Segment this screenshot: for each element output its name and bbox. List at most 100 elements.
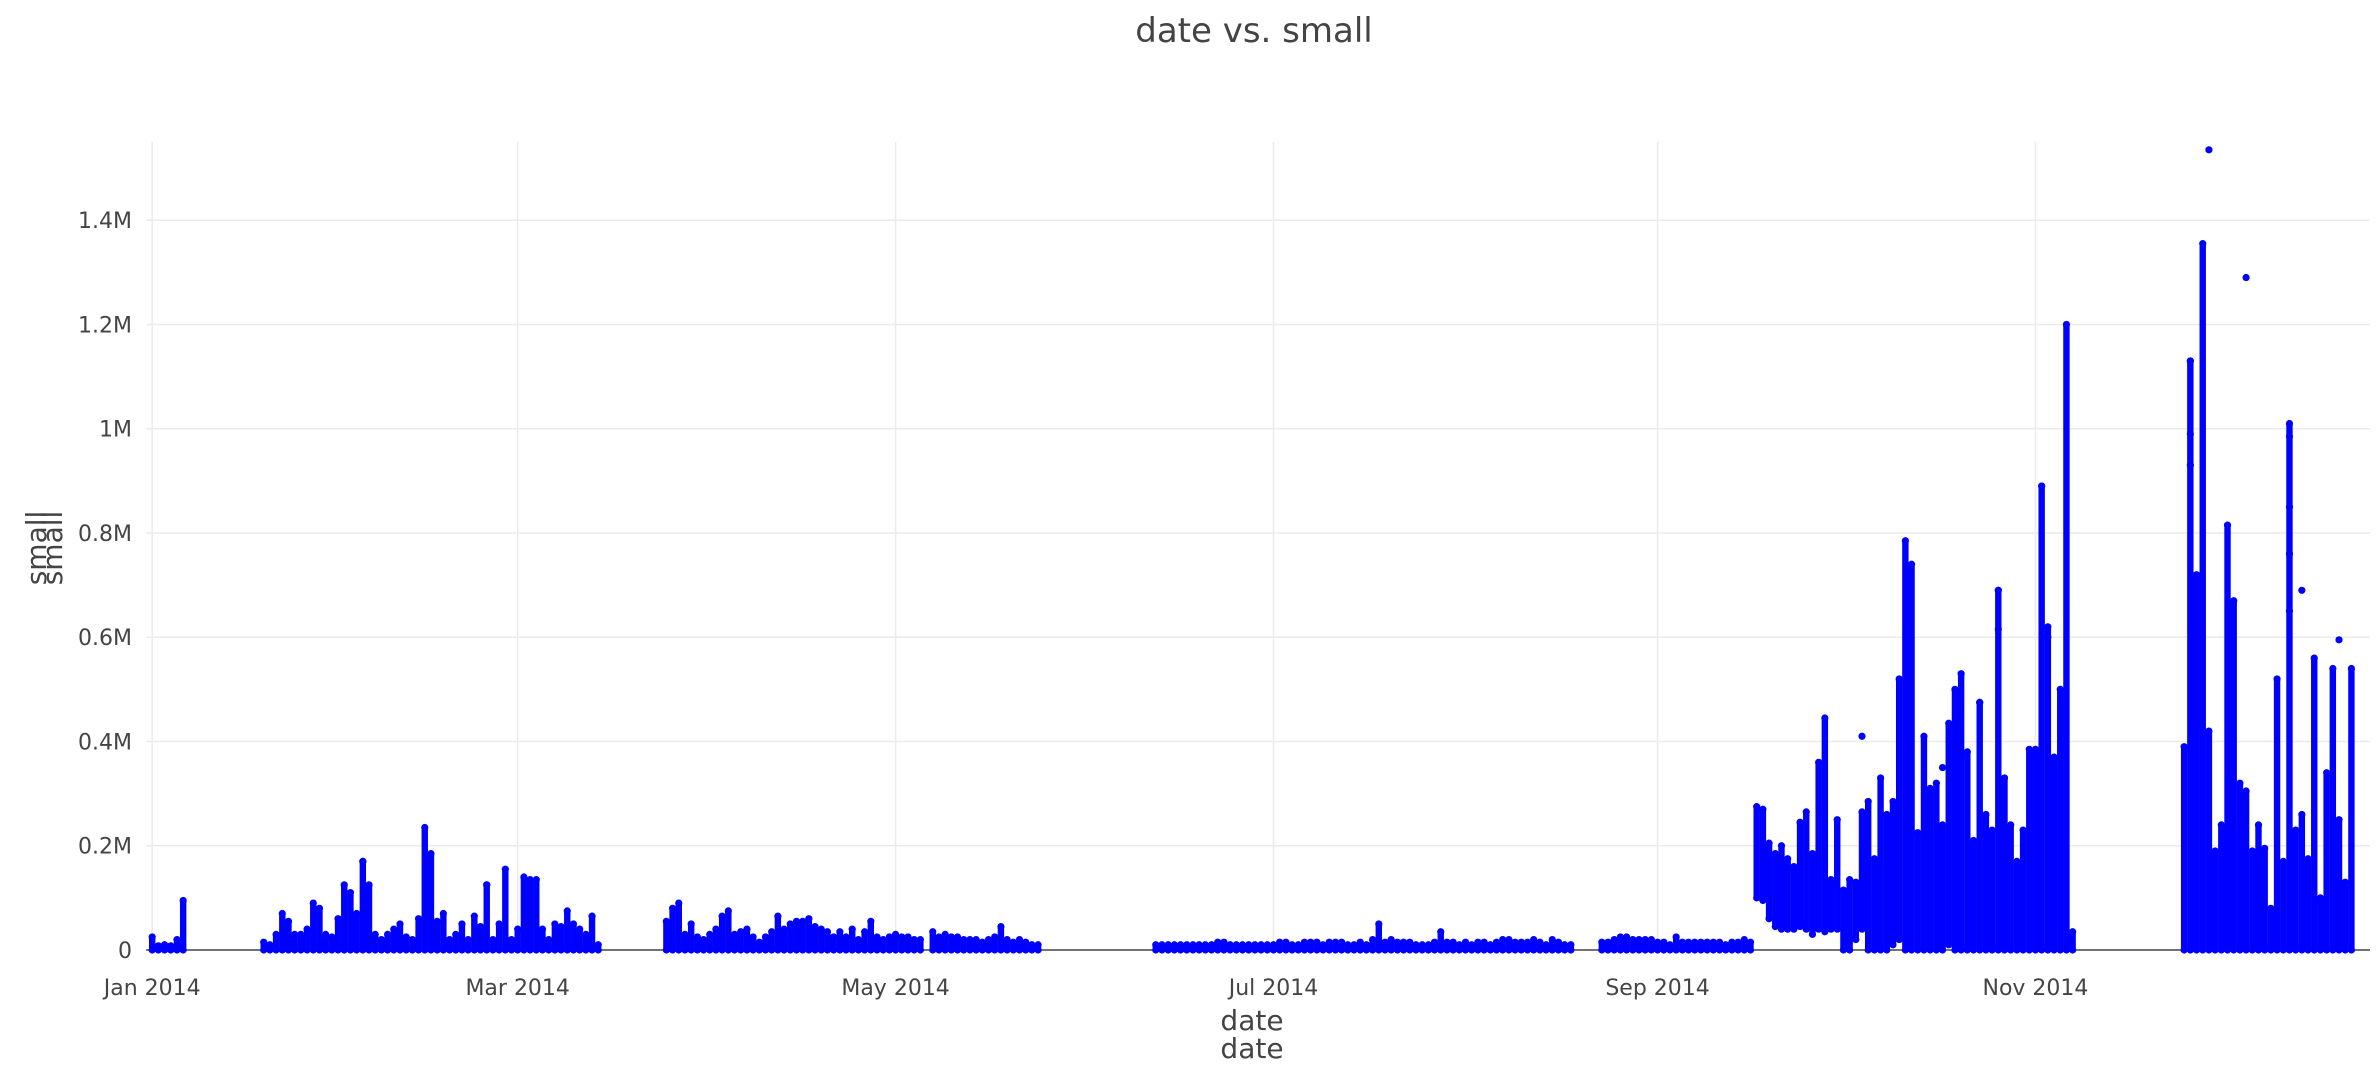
data-point — [1350, 946, 1358, 954]
data-point — [1988, 946, 1996, 954]
data-column — [861, 931, 868, 950]
data-point — [1709, 946, 1717, 954]
data-column — [2304, 858, 2312, 950]
data-point — [353, 946, 361, 954]
data-column — [2280, 861, 2287, 950]
data-point — [1678, 946, 1686, 954]
data-point — [322, 946, 330, 954]
data-point — [1821, 714, 1829, 722]
data-point — [334, 946, 342, 954]
data-point — [2031, 745, 2040, 753]
data-point — [260, 938, 268, 946]
data-point — [563, 946, 571, 954]
data-point — [1616, 946, 1625, 954]
data-column — [1939, 824, 1946, 950]
data-column — [1784, 858, 1791, 930]
data-point — [278, 946, 286, 954]
data-point — [1703, 946, 1711, 954]
data-point — [1969, 946, 1978, 954]
data-column — [409, 939, 416, 950]
data-point — [761, 946, 770, 954]
data-point — [2304, 946, 2312, 954]
data-point — [817, 946, 825, 954]
data-point — [2347, 664, 2356, 673]
data-point — [2236, 946, 2244, 954]
data-column — [1815, 762, 1822, 930]
data-column — [477, 926, 484, 950]
data-column — [378, 939, 385, 950]
data-point — [1684, 938, 1693, 946]
data-point — [1294, 941, 1302, 949]
data-point — [1393, 938, 1401, 946]
data-column — [824, 931, 831, 950]
y-tick-label: 0.2M — [78, 835, 132, 860]
data-point — [1982, 810, 1990, 819]
data-column — [1641, 939, 1649, 950]
data-point — [1994, 946, 2002, 954]
data-point — [1802, 925, 1810, 933]
y-tick-label: 1.2M — [78, 313, 132, 338]
data-point — [1876, 946, 1885, 954]
data-point — [1238, 946, 1247, 954]
data-point — [1771, 922, 1779, 931]
data-point — [687, 946, 695, 954]
data-point — [854, 935, 863, 944]
data-column — [694, 936, 701, 950]
data-point — [1338, 946, 1346, 954]
data-column — [1394, 942, 1401, 950]
data-column — [1326, 942, 1333, 950]
data-point — [2341, 878, 2349, 886]
data-point — [972, 946, 980, 954]
data-column — [179, 900, 187, 950]
data-point — [1629, 935, 1637, 944]
data-point — [1554, 946, 1563, 954]
data-point — [1889, 941, 1897, 949]
data-column — [1796, 822, 1804, 927]
data-column — [285, 921, 292, 950]
data-point — [1827, 876, 1835, 884]
data-point — [433, 946, 441, 954]
data-point — [991, 933, 999, 941]
data-point — [1548, 935, 1556, 944]
data-point — [805, 915, 813, 923]
data-column — [706, 934, 713, 950]
data-point — [947, 946, 955, 954]
data-point — [1257, 941, 1265, 949]
data-column — [2063, 324, 2070, 950]
data-column — [1660, 942, 1667, 950]
data-point — [359, 857, 367, 865]
data-point — [1610, 946, 1618, 954]
data-column — [564, 910, 571, 950]
data-point — [1759, 805, 1767, 813]
data-point — [2329, 946, 2337, 954]
data-point — [774, 946, 782, 954]
x-tick-label: Nov 2014 — [1983, 976, 2089, 1001]
data-point — [1957, 946, 1965, 954]
data-point — [377, 935, 386, 944]
data-point — [322, 930, 330, 938]
data-point — [885, 933, 893, 941]
data-point — [1294, 946, 1302, 954]
y-axis-label: small — [20, 511, 53, 586]
data-column — [1499, 939, 1506, 950]
data-point — [1276, 938, 1284, 946]
data-column — [997, 926, 1005, 950]
data-point — [1443, 946, 1451, 954]
data-point — [1307, 938, 1315, 946]
data-point — [848, 946, 856, 954]
data-point — [1269, 946, 1278, 954]
data-column — [1375, 923, 1383, 950]
data-point — [1034, 946, 1042, 954]
data-column — [1010, 942, 1017, 950]
data-column — [1598, 942, 1606, 950]
data-column — [681, 934, 689, 950]
data-column — [1381, 942, 1389, 950]
data-point — [811, 946, 819, 954]
data-point — [2044, 623, 2052, 631]
data-point — [749, 933, 757, 941]
data-point — [1263, 941, 1271, 949]
data-point — [427, 946, 435, 954]
data-column — [762, 936, 769, 950]
data-point — [2292, 826, 2300, 834]
data-point — [501, 946, 509, 954]
